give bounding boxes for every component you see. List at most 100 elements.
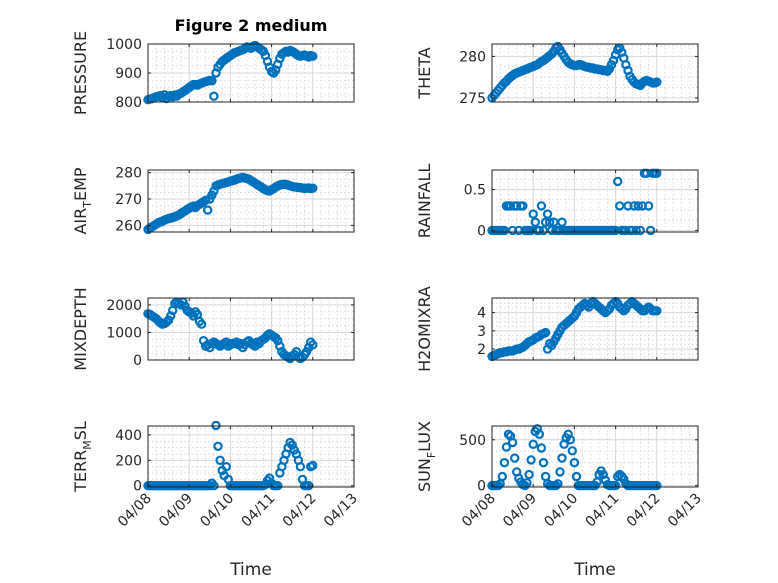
- x-tick-label: 04/11: [583, 491, 623, 531]
- subplot-mixdepth: 0 1000 2000 MIXDEPTH: [71, 287, 355, 371]
- x-tick-label: 04/10: [541, 491, 581, 531]
- data-point: [501, 442, 512, 452]
- subplot-sun_flux: 0 500 SUNFLUX 04/08 04/09 04/10 04/11 04/12 04/1…: [415, 421, 705, 530]
- data-point: [200, 195, 211, 205]
- data-point: [196, 319, 207, 329]
- series-rainfall: [487, 168, 662, 236]
- y-tick-label: 1000: [106, 325, 142, 341]
- data-point: [213, 441, 223, 451]
- y-tick-label: 275: [459, 91, 486, 107]
- data-point: [569, 458, 580, 468]
- data-point: [635, 225, 646, 236]
- data-point: [499, 458, 510, 468]
- data-point: [221, 462, 231, 472]
- data-point: [538, 458, 549, 468]
- y-axis-label: AIRTEMP: [71, 167, 94, 234]
- subplot-rainfall: 0 0.5 RAINFALL: [415, 164, 699, 239]
- x-tick-label: 04/11: [239, 491, 279, 531]
- axes-box: [147, 425, 355, 488]
- subplot-air_temp: 260 270 280 AIRTEMP: [71, 166, 355, 235]
- y-tick-label: 0: [477, 479, 486, 495]
- data-point: [536, 443, 547, 453]
- y-axis-label: SUNFLUX: [415, 421, 438, 492]
- y-tick-label: 500: [459, 433, 486, 449]
- y-tick-label: 900: [115, 66, 142, 82]
- series-terr_msl: [143, 420, 318, 491]
- subplot-h2omixra: 2 3 4 H2OMIXRA: [415, 286, 699, 372]
- series-sun_flux: [487, 424, 662, 491]
- figure-title: Figure 2 medium: [175, 16, 328, 35]
- y-tick-label: 400: [115, 428, 142, 444]
- subplot-pressure: 800 900 1000 PRESSURE: [71, 31, 355, 115]
- y-tick-label: 1000: [106, 37, 142, 53]
- data-point: [542, 209, 553, 219]
- data-point: [264, 473, 275, 483]
- data-point: [545, 217, 555, 227]
- data-point: [652, 480, 662, 491]
- x-tick-label: 04/13: [665, 491, 705, 531]
- data-point: [528, 209, 538, 219]
- data-point: [652, 77, 662, 87]
- y-tick-label: 3: [477, 324, 486, 340]
- y-tick-label: 280: [459, 49, 486, 65]
- data-point: [211, 420, 221, 431]
- data-point: [526, 455, 536, 465]
- data-point: [652, 306, 662, 316]
- y-tick-label: 280: [115, 166, 142, 182]
- axes-box: [147, 297, 355, 361]
- x-tick-label: 04/09: [500, 491, 540, 531]
- data-point: [528, 439, 538, 449]
- data-point: [633, 201, 644, 211]
- data-point: [295, 462, 306, 472]
- data-point: [645, 225, 656, 236]
- data-point: [643, 201, 654, 211]
- plot-area: [492, 170, 698, 232]
- data-point: [565, 435, 576, 445]
- y-axis-label: RAINFALL: [415, 164, 434, 239]
- data-point: [202, 205, 213, 215]
- x-tick-label: 04/13: [321, 491, 361, 531]
- plot-area: [148, 426, 354, 487]
- subplot-grid: 800 900 1000 PRESSURE 275 280 THETA 260 270 280 AI…: [71, 31, 705, 530]
- data-point: [207, 76, 217, 86]
- y-tick-label: 2000: [106, 298, 142, 314]
- y-tick-label: 0.5: [464, 183, 486, 199]
- data-point: [536, 201, 547, 211]
- data-point: [571, 471, 582, 482]
- data-point: [518, 201, 528, 211]
- x-tick-label: 04/08: [459, 491, 499, 531]
- data-point: [209, 91, 219, 101]
- y-axis-label: TERRMSL: [71, 421, 94, 493]
- data-point: [209, 481, 219, 491]
- data-point: [497, 471, 507, 482]
- data-point: [308, 51, 318, 61]
- data-point: [287, 440, 297, 450]
- x-tick-label: 04/12: [624, 491, 664, 531]
- y-tick-label: 800: [115, 95, 142, 111]
- data-point: [507, 437, 518, 448]
- y-axis-label: MIXDEPTH: [71, 287, 90, 370]
- x-tick-label: 04/09: [156, 491, 196, 531]
- y-axis-label: THETA: [415, 47, 434, 99]
- y-axis-label: PRESSURE: [71, 31, 90, 115]
- axes-box: [491, 425, 699, 488]
- y-tick-label: 0: [133, 353, 142, 369]
- data-point: [629, 201, 639, 211]
- data-point: [524, 469, 534, 480]
- y-tick-label: 0: [133, 479, 142, 495]
- x-tick-label: 04/12: [280, 491, 320, 531]
- subplot-theta: 275 280 THETA: [415, 41, 699, 107]
- axes-box: [491, 43, 699, 103]
- series-theta: [487, 41, 662, 103]
- data-point: [308, 460, 318, 471]
- x-tick-label: 04/08: [115, 491, 155, 531]
- data-point: [631, 225, 641, 236]
- data-point: [308, 340, 318, 350]
- data-point: [308, 183, 318, 193]
- series-air_temp: [143, 172, 318, 235]
- data-point: [557, 217, 567, 227]
- data-point: [534, 429, 545, 439]
- data-point: [534, 225, 545, 236]
- data-point: [610, 480, 621, 491]
